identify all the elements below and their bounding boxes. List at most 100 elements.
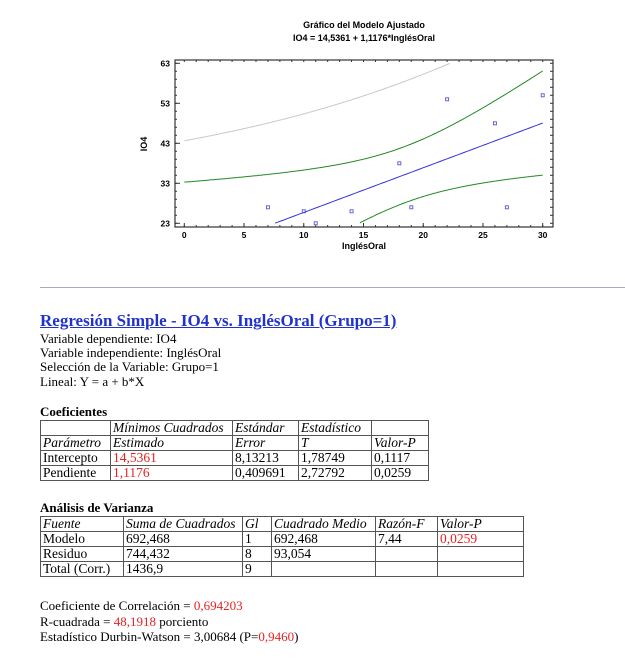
cell: Residuo [40, 546, 124, 562]
coef-heading: Coeficientes [40, 404, 108, 419]
plot-frame [174, 59, 554, 228]
r-squared-line: R-cuadrada = 48,1918 porciento [40, 614, 208, 630]
cell: Suma de Cuadrados [123, 516, 243, 532]
cell: Mínimos Cuadrados [110, 420, 233, 436]
anova-table: Fuente Suma de Cuadrados Gl Cuadrado Medio R… [40, 516, 524, 577]
fitted-line [274, 122, 543, 224]
correlation-value: 0,694203 [193, 598, 243, 613]
cell: 692,468 [271, 531, 376, 547]
table-header-row: Parámetro Estimado Error T Valor-P [40, 435, 429, 451]
cell: 14,5361 [110, 450, 233, 466]
table-header-row: Fuente Suma de Cuadrados Gl Cuadrado Medio R… [40, 516, 524, 532]
cell: Estándar [232, 420, 299, 436]
table-row: Total (Corr.) 1436,9 9 [40, 561, 524, 577]
coefficients-table: Mínimos Cuadrados Estándar Estadístico Par… [40, 420, 429, 481]
data-point [492, 121, 497, 126]
cell: Razón-F [375, 516, 438, 532]
data-point [504, 205, 509, 210]
data-point [445, 97, 450, 102]
anova-heading: Análisis de Varianza [40, 500, 154, 515]
confidence-upper-limit [184, 70, 543, 183]
cell: 9 [242, 561, 272, 577]
cell: 1 [242, 531, 272, 547]
durbin-watson-p: 0,9460 [258, 629, 295, 644]
data-point [540, 93, 545, 98]
cell: Parámetro [40, 435, 111, 451]
confidence-lower-limit [359, 174, 543, 224]
data-point [265, 205, 270, 210]
r-squared-value: 48,1918 [113, 614, 156, 629]
cell: 744,432 [123, 546, 243, 562]
report-title[interactable]: Regresión Simple - IO4 vs. InglésOral (G… [40, 311, 397, 330]
cell: Gl [242, 516, 272, 532]
durbin-watson-line: Estadístico Durbin-Watson = 3,00684 (P=0… [40, 629, 298, 645]
cell: Valor-P [371, 435, 429, 451]
cell: Modelo [40, 531, 124, 547]
x-tick-label: 20 [418, 230, 428, 240]
cell [375, 546, 438, 562]
data-point [301, 209, 306, 214]
fitted-model-chart: Gráfico del Modelo Ajustado IO4 = 14,536… [139, 20, 554, 251]
table-row: Intercepto 14,5361 8,13213 1,78749 0,1117 [40, 450, 429, 466]
chart-title: Gráfico del Modelo Ajustado [303, 20, 425, 30]
cell [437, 561, 524, 577]
cell: T [298, 435, 372, 451]
cell: Intercepto [40, 450, 111, 466]
cell: 93,054 [271, 546, 376, 562]
cell [371, 420, 429, 436]
cell: 8,13213 [232, 450, 299, 466]
chart-subtitle: IO4 = 14,5361 + 1,1176*InglésOral [293, 33, 435, 43]
label: Estadístico Durbin-Watson = 3,00684 (P= [40, 629, 259, 644]
data-point [313, 221, 318, 226]
x-tick-label: 30 [538, 230, 548, 240]
label: R-cuadrada = [40, 614, 114, 629]
y-axis-label: IO4 [139, 137, 149, 152]
cell: 7,44 [375, 531, 438, 547]
data-point [409, 205, 414, 210]
cell [375, 561, 438, 577]
y-tick-label: 23 [161, 218, 171, 228]
label: ) [294, 629, 299, 644]
cell: Estadístico [298, 420, 372, 436]
cell: 1436,9 [123, 561, 243, 577]
model-formula: Lineal: Y = a + b*X [40, 374, 145, 389]
table-header-row: Mínimos Cuadrados Estándar Estadístico [40, 420, 429, 436]
cell: Total (Corr.) [40, 561, 124, 577]
x-tick-label: 10 [299, 230, 309, 240]
cell: 692,468 [123, 531, 243, 547]
table-row: Residuo 744,432 8 93,054 [40, 546, 524, 562]
cell [271, 561, 376, 577]
cell: 0,1117 [371, 450, 429, 466]
y-tick-label: 43 [161, 138, 171, 148]
table-row: Pendiente 1,1176 0,409691 2,72792 0,0259 [40, 465, 429, 481]
x-tick-label: 5 [242, 230, 247, 240]
cell: 0,0259 [437, 531, 524, 547]
data-point [349, 209, 354, 214]
cell: Fuente [40, 516, 124, 532]
x-tick-label: 15 [359, 230, 369, 240]
table-row: Modelo 692,468 1 692,468 7,44 0,0259 [40, 531, 524, 547]
cell [437, 546, 524, 562]
cell: Error [232, 435, 299, 451]
cell: 0,409691 [232, 465, 299, 481]
dependent-variable: Variable dependiente: IO4 [40, 331, 177, 346]
cell: Cuadrado Medio [271, 516, 376, 532]
cell: 1,1176 [110, 465, 233, 481]
label: Coeficiente de Correlación = [40, 598, 194, 613]
variable-selection: Selección de la Variable: Grupo=1 [40, 359, 219, 374]
label: porciento [156, 614, 209, 629]
separator [40, 287, 625, 288]
cell: 2,72792 [298, 465, 372, 481]
cell: Pendiente [40, 465, 111, 481]
prediction-upper-limit [184, 63, 450, 142]
cell [40, 420, 111, 436]
correlation-line: Coeficiente de Correlación = 0,694203 [40, 598, 243, 614]
data-point [397, 161, 402, 166]
cell: Valor-P [437, 516, 524, 532]
cell: 1,78749 [298, 450, 372, 466]
y-tick-label: 53 [161, 98, 171, 108]
y-tick-label: 33 [161, 178, 171, 188]
y-tick-label: 63 [161, 58, 171, 68]
x-axis-label: InglésOral [342, 241, 386, 251]
cell: 0,0259 [371, 465, 429, 481]
